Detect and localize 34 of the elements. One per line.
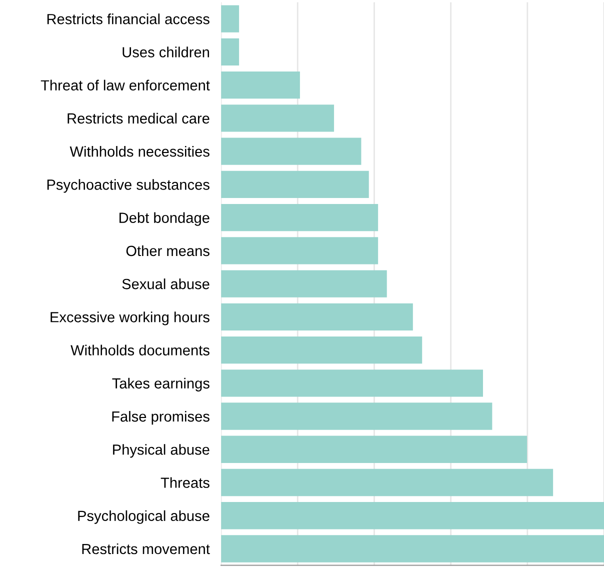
y-tick-label: Psychoactive substances [47,179,210,193]
y-tick-label: Psychological abuse [78,510,210,524]
y-tick-label: Uses children [122,46,210,58]
y-tick-label: Takes earnings [112,378,210,392]
y-tick-label: Physical abuse [113,444,210,458]
bar [221,370,483,397]
bar [221,104,334,132]
bar [221,71,300,99]
y-tick-label: Withholds necessities [70,146,210,157]
y-tick-label: Excessive working hours [50,312,210,326]
bar [221,270,387,298]
bar [221,402,492,430]
bar [221,336,422,364]
bar [221,237,378,264]
bar [221,5,240,32]
y-tick-label: False promises [112,410,210,425]
bar [221,38,240,66]
y-tick-label: Sexual abuse [122,278,210,290]
y-tick-label: Withholds documents [70,344,210,356]
bar [221,535,604,562]
y-tick-label: Restricts financial access [47,14,210,24]
bar [221,436,528,463]
bar [221,170,369,198]
y-tick-label: Restricts movement [82,543,210,554]
bar [221,204,378,232]
bar [221,502,604,530]
y-tick-label: Threats [160,477,210,488]
y-tick-label: Debt bondage [120,212,210,226]
y-tick-label: Other means [126,245,210,256]
y-tick-label: Restricts medical care [68,112,210,124]
bar [221,303,413,330]
bar [221,468,554,496]
bar [221,138,362,165]
y-tick-label: Threat of law enforcement [40,80,210,90]
